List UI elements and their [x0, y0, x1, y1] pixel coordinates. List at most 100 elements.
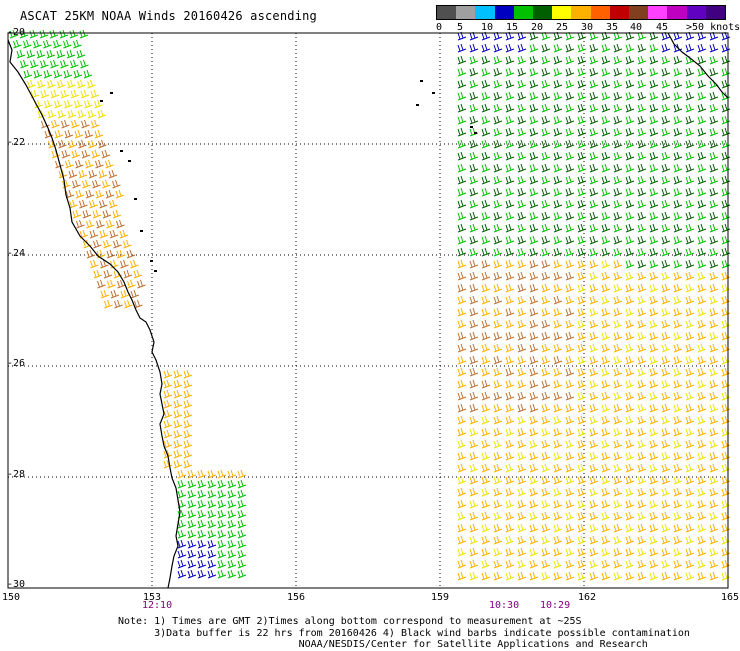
- wind-barb: [613, 415, 623, 425]
- wind-barb: [517, 331, 527, 341]
- wind-barb: [697, 103, 707, 113]
- wind-barb: [625, 427, 635, 437]
- wind-barb: [493, 391, 503, 401]
- wind-barb: [227, 519, 237, 529]
- wind-barb: [90, 259, 99, 269]
- wind-barb: [505, 535, 515, 545]
- wind-barb: [457, 247, 467, 257]
- wind-barb: [481, 91, 491, 101]
- wind-barb: [493, 43, 503, 53]
- wind-barb: [721, 535, 731, 545]
- wind-barb: [469, 223, 479, 233]
- wind-barb: [517, 355, 527, 365]
- wind-barb: [721, 67, 731, 77]
- island: [128, 160, 131, 162]
- wind-barb: [589, 151, 599, 161]
- wind-barb: [469, 283, 479, 293]
- wind-barb: [577, 139, 587, 149]
- wind-barb: [481, 415, 491, 425]
- wind-barb: [78, 139, 87, 149]
- legend-label: 10: [481, 22, 494, 33]
- wind-barb: [709, 295, 719, 305]
- wind-barb: [505, 403, 515, 413]
- wind-barb: [481, 475, 491, 485]
- wind-barb: [601, 403, 611, 413]
- wind-barb: [661, 571, 671, 581]
- wind-barb: [577, 91, 587, 101]
- wind-barb: [637, 55, 647, 65]
- wind-barb: [649, 79, 659, 89]
- wind-barb: [685, 43, 695, 53]
- wind-barb: [493, 547, 503, 557]
- wind-barb: [109, 199, 118, 209]
- wind-barb: [469, 391, 479, 401]
- wind-barb: [721, 367, 731, 377]
- wind-barb: [709, 463, 719, 473]
- wind-barb: [505, 379, 515, 389]
- wind-barb: [93, 239, 102, 249]
- wind-barb: [577, 451, 587, 461]
- wind-barb: [589, 547, 599, 557]
- wind-barb: [577, 103, 587, 113]
- wind-barb: [613, 307, 623, 317]
- wind-barb: [529, 115, 539, 125]
- wind-barb: [565, 199, 575, 209]
- map-frame: [7, 32, 729, 589]
- wind-barb: [697, 343, 707, 353]
- lon-label-150: 150: [2, 592, 21, 603]
- wind-barb: [517, 115, 527, 125]
- wind-barb: [481, 451, 491, 461]
- wind-barb: [57, 109, 67, 119]
- wind-barb: [505, 499, 515, 509]
- wind-barb: [649, 391, 659, 401]
- wind-barb: [529, 199, 539, 209]
- wind-barb: [517, 91, 527, 101]
- wind-barb: [469, 307, 479, 317]
- wind-barb: [685, 427, 695, 437]
- wind-barb: [457, 271, 467, 281]
- wind-barb: [661, 127, 671, 137]
- wind-barb: [601, 67, 611, 77]
- wind-barb: [469, 55, 479, 65]
- wind-barb: [565, 403, 575, 413]
- wind-barb: [103, 239, 112, 249]
- wind-barb: [469, 535, 479, 545]
- wind-barb: [697, 367, 707, 377]
- wind-barb: [625, 223, 635, 233]
- wind-barb: [505, 211, 515, 221]
- wind-barb: [505, 367, 515, 377]
- wind-barb: [541, 343, 551, 353]
- wind-barb: [217, 469, 227, 479]
- wind-barb: [625, 55, 635, 65]
- wind-barb: [685, 463, 695, 473]
- wind-barb: [625, 295, 635, 305]
- wind-barb: [553, 103, 563, 113]
- wind-barb: [47, 79, 56, 89]
- wind-barb: [187, 549, 197, 559]
- wind-barb: [649, 91, 659, 101]
- legend-swatch: [437, 6, 457, 19]
- wind-barb: [173, 439, 183, 449]
- wind-barb: [469, 91, 479, 101]
- wind-barb: [685, 175, 695, 185]
- wind-barb: [625, 487, 635, 497]
- wind-barb: [601, 103, 611, 113]
- wind-barb: [721, 391, 731, 401]
- wind-barb: [577, 235, 587, 245]
- wind-barb: [130, 259, 139, 269]
- wind-barb: [505, 199, 515, 209]
- wind-barb: [505, 235, 515, 245]
- wind-barb: [469, 163, 479, 173]
- wind-barb: [541, 127, 551, 137]
- wind-barb: [85, 189, 95, 199]
- wind-barb: [673, 247, 683, 257]
- wind-barb: [457, 223, 467, 233]
- legend-label: 45: [656, 22, 669, 33]
- wind-barb: [457, 475, 467, 485]
- wind-barb: [565, 103, 575, 113]
- wind-barb: [469, 211, 479, 221]
- wind-barb: [517, 223, 527, 233]
- wind-barb: [577, 427, 587, 437]
- wind-barb: [721, 175, 731, 185]
- wind-barb: [649, 487, 659, 497]
